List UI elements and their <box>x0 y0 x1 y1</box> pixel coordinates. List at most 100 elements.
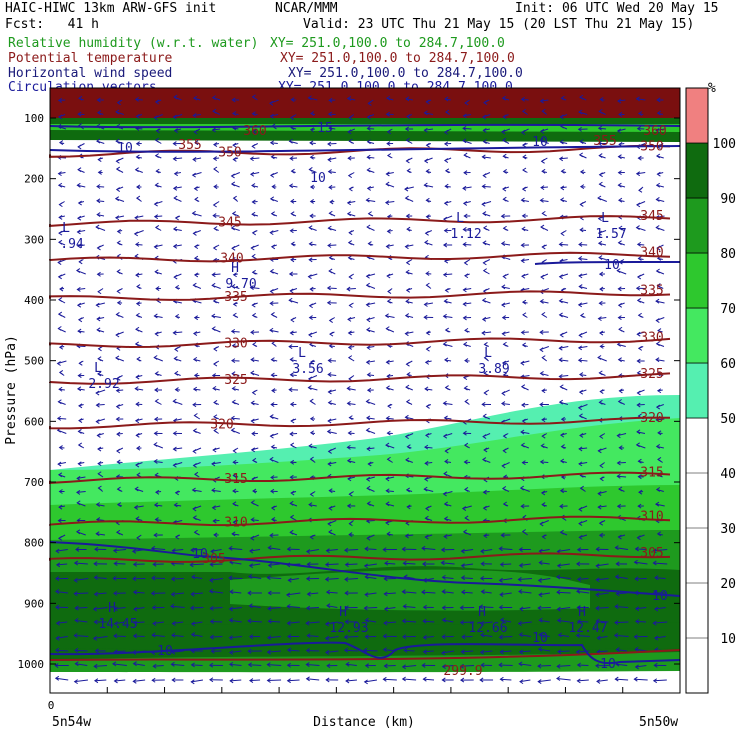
vector-shaft <box>615 547 629 550</box>
vector-head <box>77 428 82 434</box>
vector-shaft <box>556 576 571 579</box>
vector-head <box>93 678 99 684</box>
vector-head <box>94 546 99 552</box>
vector-head <box>251 94 256 100</box>
vector-shaft <box>421 591 436 594</box>
vector-shaft <box>96 404 105 406</box>
vector-shaft <box>402 591 417 594</box>
vector-head <box>115 312 120 317</box>
vector-head <box>113 606 118 612</box>
vector-head <box>579 139 584 145</box>
vector-shaft <box>615 576 628 579</box>
vector-head <box>286 620 291 626</box>
vector-head <box>404 331 409 337</box>
vector-head <box>367 100 372 106</box>
vector-head <box>575 633 580 638</box>
vector-head <box>597 230 603 236</box>
vector-head <box>386 153 392 158</box>
vector-shaft <box>384 562 396 565</box>
vector-head <box>655 225 660 230</box>
vector-head <box>247 590 252 596</box>
vector-head <box>347 330 352 336</box>
vector-head <box>383 606 389 612</box>
vector-head <box>269 230 274 236</box>
vector-head <box>385 171 390 177</box>
vector-head <box>404 195 409 201</box>
vector-head <box>463 442 469 448</box>
vector-head <box>286 603 291 609</box>
vector-head <box>560 231 565 237</box>
vector-head <box>116 502 122 507</box>
vector-head <box>55 589 60 594</box>
vector-head <box>232 301 237 307</box>
vector-head <box>155 286 160 291</box>
wind-contour-10-small <box>534 261 681 265</box>
vector-head <box>133 620 138 626</box>
vector-head <box>193 373 199 378</box>
vector-head <box>635 225 640 230</box>
vector-shaft <box>423 636 434 638</box>
vector-head <box>308 443 313 449</box>
vector-head <box>462 185 467 191</box>
vector-head <box>308 225 313 231</box>
y-tick-label: 300 <box>24 233 44 246</box>
vector-shaft <box>518 578 533 580</box>
vector-shaft <box>93 607 108 610</box>
vector-head <box>247 662 253 668</box>
vector-head <box>290 115 295 121</box>
vector-head <box>424 386 429 392</box>
x-right-label: 5n50w <box>639 715 678 730</box>
vector-head <box>170 591 175 597</box>
vector-head <box>539 98 544 104</box>
vector-head <box>97 471 102 477</box>
theta-label-310: 310 <box>224 516 247 531</box>
vector-head <box>269 456 274 462</box>
vector-head <box>538 632 543 638</box>
vector-head <box>617 170 622 176</box>
vector-head <box>309 430 315 436</box>
vector-head <box>501 315 506 320</box>
vector-shaft <box>326 549 338 552</box>
vector-shaft <box>559 375 569 377</box>
vector-shaft <box>191 576 203 579</box>
vector-head <box>464 327 469 333</box>
vector-head <box>556 589 561 595</box>
vector-head <box>597 125 603 131</box>
vector-shaft <box>267 636 281 639</box>
vector-head <box>655 404 661 410</box>
vector-head <box>269 172 275 178</box>
vector-head <box>328 318 333 323</box>
vector-head <box>153 313 158 319</box>
vector-head <box>521 402 526 408</box>
vector-head <box>559 529 564 535</box>
field-rh-xy: XY= 251.0,100.0 to 284.7,100.0 <box>270 36 505 51</box>
vector-head <box>211 313 216 319</box>
vector-head <box>442 242 448 248</box>
vector-head <box>77 167 82 173</box>
vector-shaft <box>579 447 588 450</box>
vector-shaft <box>423 678 435 681</box>
vector-shaft <box>212 128 221 131</box>
vector-shaft <box>366 360 375 363</box>
vector-head <box>174 215 179 221</box>
vector-shaft <box>521 288 530 291</box>
vector-head <box>212 298 217 304</box>
vector-head <box>344 605 349 611</box>
vector-shaft <box>519 663 532 666</box>
vector-shaft <box>539 634 550 637</box>
vector-shaft <box>133 591 145 594</box>
vector-head <box>616 268 621 274</box>
vector-head <box>558 374 563 379</box>
vector-shaft <box>306 621 320 624</box>
vector-shaft <box>596 607 609 609</box>
vector-head <box>192 113 197 118</box>
vector-head <box>309 286 314 292</box>
vector-shaft <box>364 679 378 683</box>
vector-head <box>172 446 177 452</box>
vector-head <box>425 506 430 512</box>
extremum-value: 1.57 <box>595 227 626 242</box>
vector-shaft <box>579 243 588 246</box>
vector-head <box>289 372 294 378</box>
theta-contour-330 <box>49 337 671 349</box>
vector-head <box>614 620 619 625</box>
